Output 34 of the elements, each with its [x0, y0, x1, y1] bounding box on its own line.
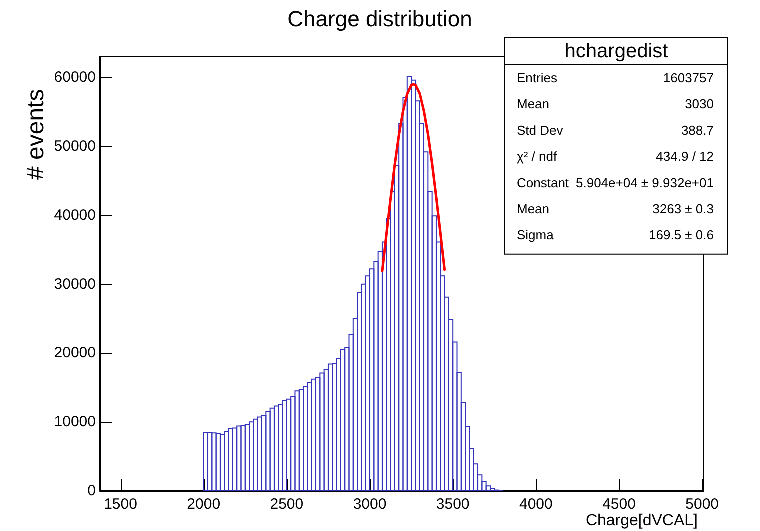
x-axis-title: Charge[dVCAL]: [586, 512, 698, 530]
annotation: Mean: [517, 202, 550, 216]
annotation: 3030: [685, 96, 714, 112]
annotation: 5.904e+04 ± 9.932e+01: [576, 175, 714, 190]
annotation: 3263 ± 0.3: [652, 202, 714, 216]
annotation: 169.5 ± 0.6: [649, 228, 714, 243]
x-tick-label: 4000: [519, 496, 553, 513]
x-tick-label: 3500: [436, 496, 470, 513]
y-tick-label: 20000: [54, 344, 96, 362]
annotation: χ² / ndf: [517, 149, 558, 164]
annotation: Mean: [517, 96, 550, 112]
annotation: Entries: [517, 70, 558, 86]
x-tick-label: 3000: [353, 496, 387, 513]
annotation: hchargedist: [564, 40, 669, 62]
annotation: 388.7: [681, 122, 714, 138]
x-tick-label: 4500: [602, 496, 636, 513]
y-tick-label: 10000: [54, 414, 96, 431]
annotation: Constant: [517, 175, 570, 190]
line-series: [381, 83, 446, 272]
annotation: Sigma: [517, 228, 555, 243]
y-tick-label: 40000: [54, 206, 96, 224]
chart-title: Charge distribution: [288, 6, 472, 32]
y-tick-label: 60000: [54, 69, 96, 86]
x-tick-label: 5000: [686, 496, 720, 513]
y-tick-label: 30000: [54, 276, 96, 293]
y-axis-title: # events: [22, 89, 50, 180]
y-tick-label: 0: [88, 482, 96, 500]
x-tick-label: 1500: [104, 496, 138, 513]
x-tick-label: 2500: [270, 496, 304, 513]
annotation: 434.9 / 12: [656, 149, 714, 164]
x-tick-label: 2000: [187, 496, 221, 513]
annotation: Std Dev: [517, 122, 564, 138]
y-tick-label: 50000: [54, 138, 96, 156]
annotation: 1603757: [663, 70, 714, 86]
